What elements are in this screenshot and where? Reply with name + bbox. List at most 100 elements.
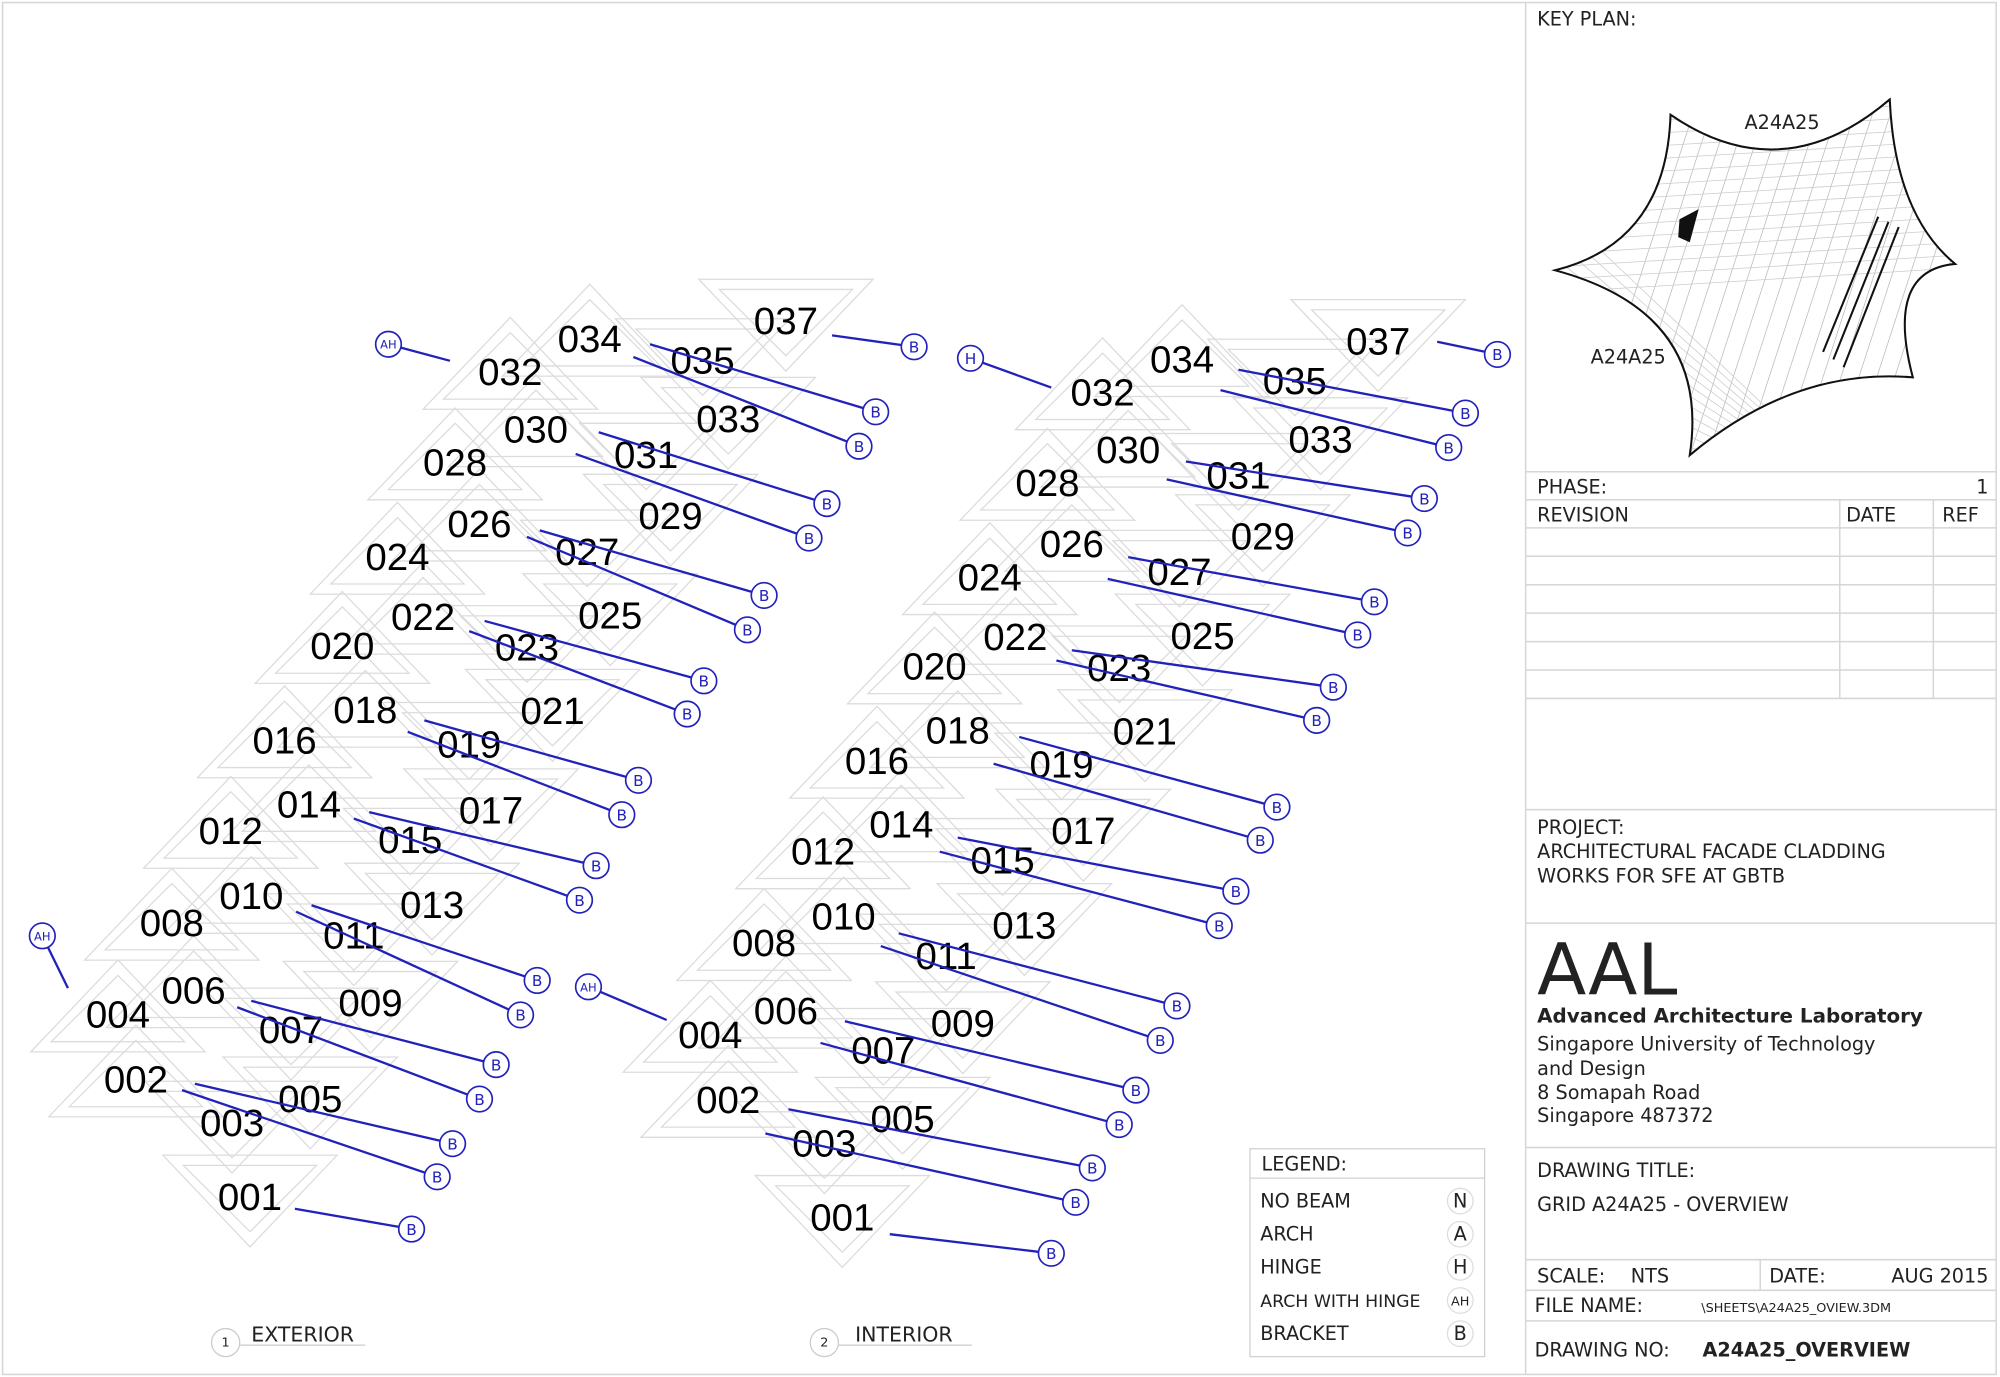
connector-b[interactable]: B xyxy=(1107,577,1372,649)
tile-label-027[interactable]: 027 xyxy=(1147,551,1211,594)
tile-label-009[interactable]: 009 xyxy=(338,982,402,1025)
connector-h[interactable]: H xyxy=(956,344,1052,389)
tile-label-003[interactable]: 003 xyxy=(200,1102,264,1145)
connector-b[interactable]: B xyxy=(539,529,778,610)
tile-label-025[interactable]: 025 xyxy=(578,595,642,638)
connector-b[interactable]: B xyxy=(1238,368,1480,427)
tile-label-001[interactable]: 001 xyxy=(218,1176,282,1219)
connector-b[interactable]: B xyxy=(820,1041,1133,1139)
tile-label-020[interactable]: 020 xyxy=(903,646,967,689)
tile-label-013[interactable]: 013 xyxy=(400,884,464,927)
connector-b[interactable]: B xyxy=(957,836,1250,905)
tile-label-009[interactable]: 009 xyxy=(931,1003,995,1046)
connector-b[interactable]: B xyxy=(1166,478,1422,547)
tile-label-018[interactable]: 018 xyxy=(333,689,397,732)
tile-label-011[interactable]: 011 xyxy=(915,935,976,978)
connector-b[interactable]: B xyxy=(598,431,841,518)
tile-label-014[interactable]: 014 xyxy=(869,804,933,847)
connector-b[interactable]: B xyxy=(368,811,610,880)
connector-b[interactable]: B xyxy=(407,730,636,829)
connector-ah[interactable]: AH xyxy=(374,330,451,362)
tile-label-037[interactable]: 037 xyxy=(754,300,818,343)
tile-label-012[interactable]: 012 xyxy=(791,831,855,874)
connector-b[interactable]: B xyxy=(1127,556,1389,616)
tile-label-005[interactable]: 005 xyxy=(870,1098,934,1141)
connector-b[interactable]: B xyxy=(880,944,1174,1054)
tile-label-017[interactable]: 017 xyxy=(1051,810,1115,853)
connector-b[interactable]: B xyxy=(575,452,823,552)
connector-b[interactable]: B xyxy=(424,719,653,794)
tile-label-008[interactable]: 008 xyxy=(140,902,204,945)
tile-label-032[interactable]: 032 xyxy=(1070,372,1134,415)
tile-label-028[interactable]: 028 xyxy=(1015,462,1079,505)
tile-label-001[interactable]: 001 xyxy=(810,1196,874,1239)
tile-label-016[interactable]: 016 xyxy=(253,720,317,763)
connector-b[interactable]: B xyxy=(250,999,510,1079)
connector-b[interactable]: B xyxy=(236,1006,494,1113)
tile-label-019[interactable]: 019 xyxy=(437,723,501,766)
tile-label-003[interactable]: 003 xyxy=(792,1123,856,1166)
tile-label-033[interactable]: 033 xyxy=(696,398,760,441)
tile-label-033[interactable]: 033 xyxy=(1288,419,1352,462)
tile-label-037[interactable]: 037 xyxy=(1346,321,1410,364)
tile-label-018[interactable]: 018 xyxy=(926,709,990,752)
tile-label-017[interactable]: 017 xyxy=(459,790,523,833)
connector-b[interactable]: B xyxy=(484,619,718,695)
connector-b[interactable]: B xyxy=(1056,659,1331,734)
connector-b[interactable]: B xyxy=(1436,340,1512,369)
connector-b[interactable]: B xyxy=(311,904,551,995)
tile-label-019[interactable]: 019 xyxy=(1029,744,1093,787)
tile-label-029[interactable]: 029 xyxy=(1231,516,1295,559)
connector-b[interactable]: B xyxy=(765,1132,1090,1216)
tile-label-002[interactable]: 002 xyxy=(104,1059,168,1102)
connector-b[interactable]: B xyxy=(939,850,1233,940)
connector-b[interactable]: B xyxy=(844,1020,1150,1104)
connector-b[interactable]: B xyxy=(1018,735,1291,821)
tile-label-014[interactable]: 014 xyxy=(277,783,341,826)
connector-b[interactable]: B xyxy=(632,355,873,460)
tile-label-002[interactable]: 002 xyxy=(696,1079,760,1122)
tile-label-030[interactable]: 030 xyxy=(504,409,568,452)
tile-label-021[interactable]: 021 xyxy=(520,690,584,733)
tile-label-032[interactable]: 032 xyxy=(478,351,542,394)
tile-label-024[interactable]: 024 xyxy=(958,556,1022,599)
connector-b[interactable]: B xyxy=(194,1082,467,1158)
connector-b[interactable]: B xyxy=(1220,389,1463,462)
tile-label-030[interactable]: 030 xyxy=(1096,429,1160,472)
tile-label-005[interactable]: 005 xyxy=(278,1078,342,1121)
connector-b[interactable]: B xyxy=(649,343,890,426)
connector-b[interactable]: B xyxy=(294,1207,426,1243)
tile-label-034[interactable]: 034 xyxy=(558,318,622,361)
connector-b[interactable]: B xyxy=(353,817,594,914)
connector-b[interactable]: B xyxy=(181,1089,451,1191)
tile-label-022[interactable]: 022 xyxy=(391,596,455,639)
tile-label-024[interactable]: 024 xyxy=(365,536,429,579)
connector-b[interactable]: B xyxy=(468,630,701,728)
connector-b[interactable]: B xyxy=(1185,460,1439,513)
tile-label-007[interactable]: 007 xyxy=(259,1009,323,1052)
tile-label-010[interactable]: 010 xyxy=(219,875,283,918)
connector-b[interactable]: B xyxy=(831,333,928,361)
tile-label-029[interactable]: 029 xyxy=(638,495,702,538)
tile-label-008[interactable]: 008 xyxy=(732,922,796,965)
tile-label-015[interactable]: 015 xyxy=(378,819,442,862)
tile-label-013[interactable]: 013 xyxy=(992,904,1056,947)
connector-b[interactable]: B xyxy=(1071,649,1347,701)
connector-b[interactable]: B xyxy=(889,1233,1065,1267)
tile-label-004[interactable]: 004 xyxy=(678,1014,742,1057)
tile-label-022[interactable]: 022 xyxy=(983,616,1047,659)
tile-label-021[interactable]: 021 xyxy=(1113,711,1177,754)
connector-b[interactable]: B xyxy=(526,535,762,644)
tile-label-006[interactable]: 006 xyxy=(754,990,818,1033)
tile-label-028[interactable]: 028 xyxy=(423,442,487,485)
connector-ah[interactable]: AH xyxy=(28,922,69,989)
tile-label-026[interactable]: 026 xyxy=(1040,523,1104,566)
tile-label-010[interactable]: 010 xyxy=(812,896,876,939)
tile-label-004[interactable]: 004 xyxy=(86,994,150,1037)
tile-label-011[interactable]: 011 xyxy=(323,915,384,958)
tile-label-020[interactable]: 020 xyxy=(310,625,374,668)
tile-label-025[interactable]: 025 xyxy=(1170,615,1234,658)
connector-b[interactable]: B xyxy=(898,932,1191,1020)
tile-label-034[interactable]: 034 xyxy=(1150,338,1214,381)
connector-b[interactable]: B xyxy=(993,762,1274,854)
